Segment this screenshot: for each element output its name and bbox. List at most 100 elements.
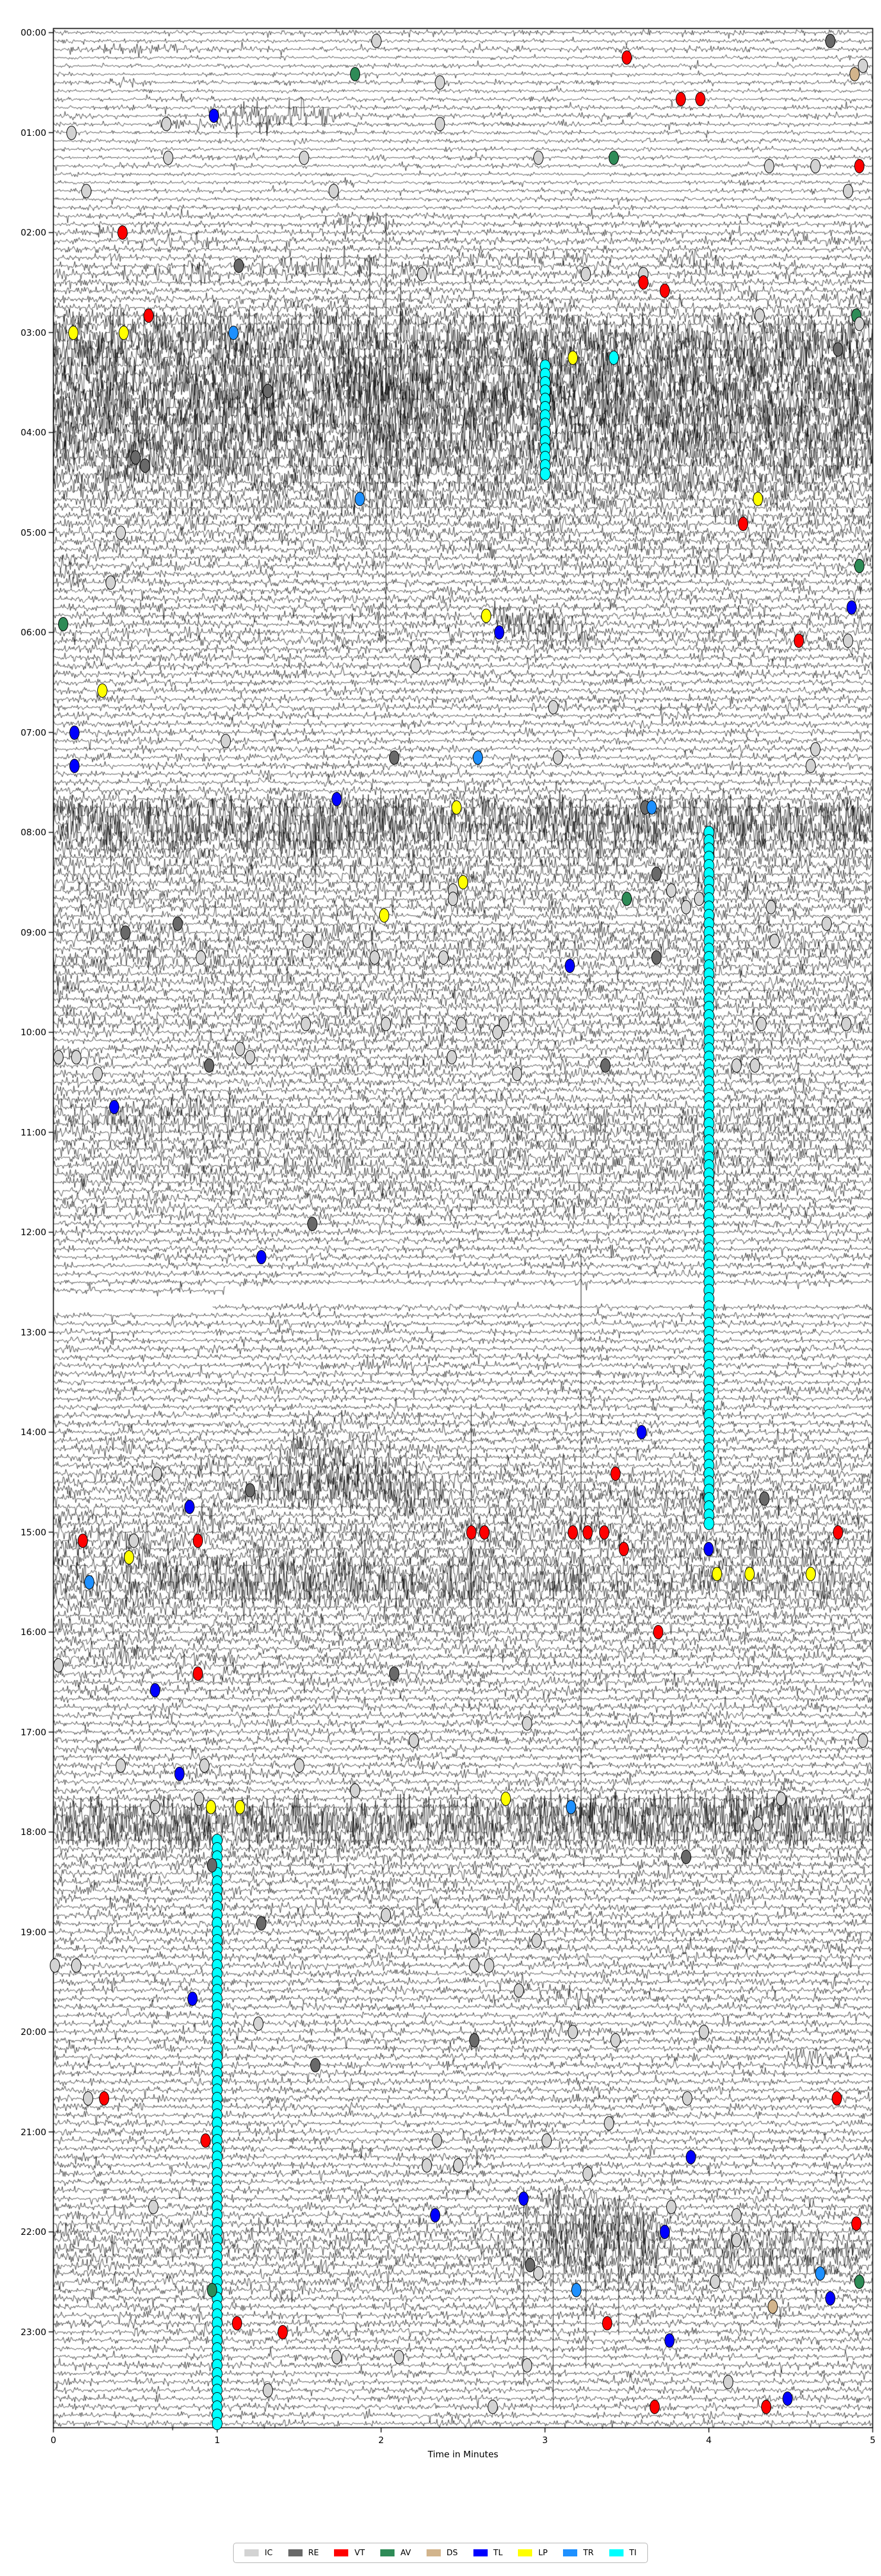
event-marker[interactable] bbox=[256, 1250, 267, 1265]
event-marker[interactable] bbox=[163, 150, 173, 165]
event-marker[interactable] bbox=[810, 742, 820, 756]
event-marker[interactable] bbox=[533, 2266, 544, 2281]
event-marker[interactable] bbox=[699, 2025, 709, 2040]
event-marker[interactable] bbox=[151, 1467, 162, 1481]
event-marker[interactable] bbox=[610, 2033, 621, 2048]
event-marker[interactable] bbox=[466, 1525, 476, 1540]
event-marker[interactable] bbox=[192, 1533, 203, 1548]
event-marker[interactable] bbox=[712, 1566, 723, 1581]
event-marker[interactable] bbox=[769, 933, 780, 948]
event-marker[interactable] bbox=[710, 2275, 721, 2289]
event-marker[interactable] bbox=[609, 350, 619, 365]
event-marker[interactable] bbox=[685, 2149, 696, 2164]
event-marker[interactable] bbox=[196, 950, 206, 965]
ti-chain-marker[interactable] bbox=[703, 1517, 714, 1531]
event-marker[interactable] bbox=[307, 1216, 317, 1231]
event-marker[interactable] bbox=[854, 158, 865, 173]
event-marker[interactable] bbox=[422, 2158, 432, 2173]
event-marker[interactable] bbox=[754, 309, 765, 323]
event-marker[interactable] bbox=[448, 892, 459, 907]
event-marker[interactable] bbox=[857, 1733, 868, 1748]
event-marker[interactable] bbox=[93, 1067, 103, 1082]
event-marker[interactable] bbox=[666, 2199, 676, 2214]
event-marker[interactable] bbox=[278, 2324, 288, 2339]
event-marker[interactable] bbox=[761, 2399, 771, 2414]
event-marker[interactable] bbox=[602, 2316, 613, 2331]
event-marker[interactable] bbox=[389, 750, 399, 765]
event-marker[interactable] bbox=[431, 2133, 442, 2148]
event-marker[interactable] bbox=[123, 1550, 134, 1564]
event-marker[interactable] bbox=[173, 917, 183, 931]
event-marker[interactable] bbox=[207, 1858, 218, 1873]
event-marker[interactable] bbox=[148, 2199, 158, 2214]
event-marker[interactable] bbox=[235, 1042, 246, 1057]
event-marker[interactable] bbox=[53, 1050, 63, 1065]
event-marker[interactable] bbox=[416, 267, 427, 282]
event-marker[interactable] bbox=[300, 1016, 311, 1031]
event-marker[interactable] bbox=[521, 2358, 532, 2373]
event-marker[interactable] bbox=[841, 1016, 852, 1031]
event-marker[interactable] bbox=[294, 1758, 304, 1773]
event-marker[interactable] bbox=[500, 1791, 511, 1806]
event-marker[interactable] bbox=[646, 800, 657, 815]
event-marker[interactable] bbox=[349, 1783, 360, 1798]
event-marker[interactable] bbox=[68, 325, 78, 340]
event-marker[interactable] bbox=[81, 183, 91, 198]
event-marker[interactable] bbox=[256, 1916, 267, 1931]
event-marker[interactable] bbox=[456, 1016, 467, 1031]
event-marker[interactable] bbox=[203, 1058, 214, 1073]
event-marker[interactable] bbox=[582, 2166, 593, 2181]
event-marker[interactable] bbox=[117, 225, 128, 240]
event-marker[interactable] bbox=[651, 950, 661, 965]
event-marker[interactable] bbox=[676, 92, 686, 107]
event-marker[interactable] bbox=[519, 2191, 529, 2206]
event-marker[interactable] bbox=[253, 2016, 263, 2031]
event-marker[interactable] bbox=[115, 1758, 126, 1773]
event-marker[interactable] bbox=[302, 933, 313, 948]
event-marker[interactable] bbox=[831, 2091, 842, 2106]
ti-chain-marker[interactable] bbox=[539, 468, 551, 481]
event-marker[interactable] bbox=[453, 2158, 463, 2173]
event-marker[interactable] bbox=[233, 259, 244, 273]
event-marker[interactable] bbox=[71, 1050, 82, 1065]
event-marker[interactable] bbox=[805, 1566, 816, 1581]
event-marker[interactable] bbox=[825, 2291, 835, 2306]
ti-chain-marker[interactable] bbox=[212, 2416, 223, 2430]
event-marker[interactable] bbox=[430, 2208, 441, 2222]
event-marker[interactable] bbox=[564, 958, 575, 973]
event-marker[interactable] bbox=[231, 2316, 242, 2331]
event-marker[interactable] bbox=[106, 575, 116, 590]
event-marker[interactable] bbox=[381, 1016, 392, 1031]
event-marker[interactable] bbox=[759, 1491, 770, 1506]
event-marker[interactable] bbox=[637, 1425, 647, 1440]
event-marker[interactable] bbox=[128, 1533, 139, 1548]
event-marker[interactable] bbox=[851, 2216, 861, 2231]
event-marker[interactable] bbox=[53, 1658, 63, 1673]
event-marker[interactable] bbox=[446, 1050, 457, 1065]
event-marker[interactable] bbox=[810, 158, 820, 173]
event-marker[interactable] bbox=[846, 600, 857, 615]
event-marker[interactable] bbox=[775, 1791, 786, 1806]
event-marker[interactable] bbox=[582, 1525, 593, 1540]
event-marker[interactable] bbox=[680, 1850, 691, 1865]
event-marker[interactable] bbox=[69, 725, 80, 740]
event-marker[interactable] bbox=[568, 350, 578, 365]
event-marker[interactable] bbox=[664, 2333, 675, 2348]
event-marker[interactable] bbox=[438, 950, 449, 965]
event-marker[interactable] bbox=[66, 125, 77, 140]
event-marker[interactable] bbox=[854, 2275, 865, 2289]
event-marker[interactable] bbox=[541, 2133, 552, 2148]
event-marker[interactable] bbox=[622, 892, 632, 907]
event-marker[interactable] bbox=[610, 1467, 621, 1481]
event-marker[interactable] bbox=[651, 867, 661, 882]
event-marker[interactable] bbox=[235, 1799, 246, 1814]
event-marker[interactable] bbox=[599, 1525, 609, 1540]
event-marker[interactable] bbox=[521, 1716, 532, 1731]
event-marker[interactable] bbox=[435, 117, 446, 132]
event-marker[interactable] bbox=[553, 750, 564, 765]
event-marker[interactable] bbox=[479, 1525, 489, 1540]
event-marker[interactable] bbox=[458, 875, 468, 890]
event-marker[interactable] bbox=[394, 2349, 405, 2364]
event-marker[interactable] bbox=[756, 1016, 766, 1031]
